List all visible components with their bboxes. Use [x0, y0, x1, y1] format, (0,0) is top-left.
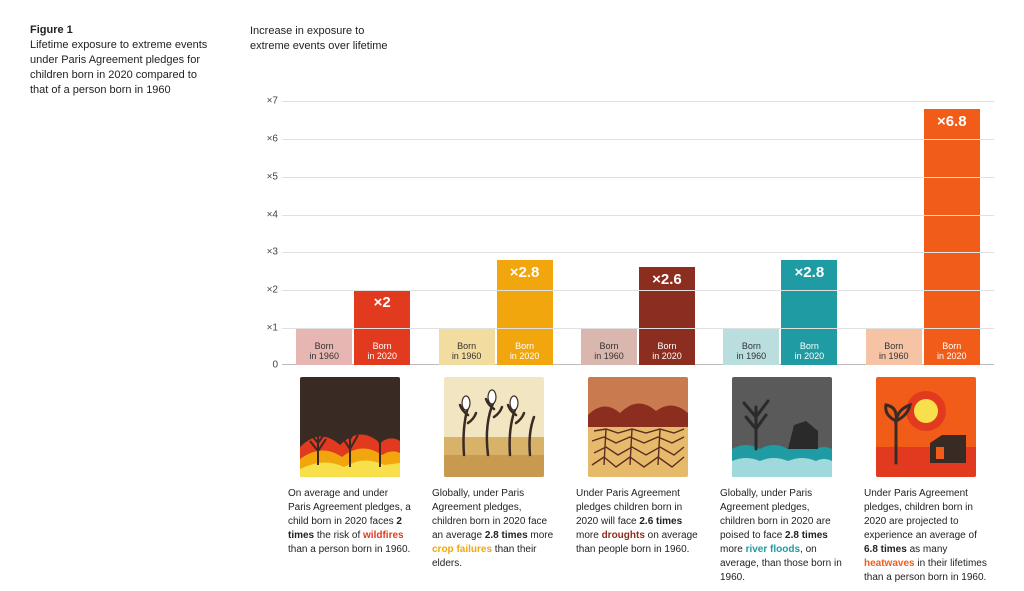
panel-description: Under Paris Agreement pledges, children … — [864, 487, 988, 585]
crop-failures-icon — [444, 377, 544, 477]
bar-label: Bornin 2020 — [497, 341, 553, 362]
y-tick: ×3 — [250, 247, 278, 258]
bar-1960-crop-failures: Bornin 1960 — [439, 328, 495, 366]
panel-description: Globally, under Paris Agreement pledges,… — [720, 487, 844, 585]
heatwaves-icon — [876, 377, 976, 477]
bar-value-label: ×2.8 — [781, 264, 837, 281]
bar-2020-river-floods: ×2.8 Bornin 2020 — [781, 260, 837, 366]
bar-label: Bornin 2020 — [781, 341, 837, 362]
y-tick: ×1 — [250, 322, 278, 333]
panel-heatwaves: Under Paris Agreement pledges, children … — [864, 377, 988, 585]
figure-label-block: Figure 1 Lifetime exposure to extreme ev… — [30, 24, 210, 97]
panel-wildfires: On average and under Paris Agreement ple… — [288, 377, 412, 585]
bar-label: Bornin 1960 — [581, 341, 637, 362]
figure-number: Figure 1 — [30, 24, 210, 36]
gridline — [282, 101, 994, 102]
bar-label: Bornin 1960 — [866, 341, 922, 362]
bar-chart: Bornin 1960×2Bornin 2020Bornin 1960×2.8B… — [250, 101, 994, 365]
y-tick: ×4 — [250, 209, 278, 220]
y-tick: ×6 — [250, 134, 278, 145]
bar-label: Bornin 2020 — [924, 341, 980, 362]
panel-river-floods: Globally, under Paris Agreement pledges,… — [720, 377, 844, 585]
bar-1960-droughts: Bornin 1960 — [581, 328, 637, 366]
panel-description: Globally, under Paris Agreement pledges,… — [432, 487, 556, 571]
bar-value-label: ×2.8 — [497, 264, 553, 281]
y-axis-title: Increase in exposure to extreme events o… — [250, 24, 390, 97]
y-tick: ×2 — [250, 284, 278, 295]
y-tick: ×5 — [250, 171, 278, 182]
bar-2020-crop-failures: ×2.8 Bornin 2020 — [497, 260, 553, 366]
wildfires-icon — [300, 377, 400, 477]
gridline — [282, 328, 994, 329]
river-floods-icon — [732, 377, 832, 477]
chart-container: Bornin 1960×2Bornin 2020Bornin 1960×2.8B… — [30, 101, 994, 365]
bar-label: Bornin 2020 — [639, 341, 695, 362]
bar-label: Bornin 2020 — [354, 341, 410, 362]
gridline — [282, 177, 994, 178]
panel-droughts: Under Paris Agreement pledges children b… — [576, 377, 700, 585]
y-tick: 0 — [250, 360, 278, 371]
bar-2020-droughts: ×2.6 Bornin 2020 — [639, 267, 695, 365]
bar-label: Bornin 1960 — [439, 341, 495, 362]
bar-value-label: ×2 — [354, 294, 410, 311]
bar-1960-wildfires: Bornin 1960 — [296, 328, 352, 366]
bar-group-droughts: Bornin 1960 ×2.6 Bornin 2020 — [576, 267, 700, 365]
panel-description: On average and under Paris Agreement ple… — [288, 487, 412, 557]
droughts-icon — [588, 377, 688, 477]
gridline — [282, 252, 994, 253]
category-panels: On average and under Paris Agreement ple… — [282, 377, 994, 585]
bar-value-label: ×2.6 — [639, 271, 695, 288]
bar-1960-heatwaves: Bornin 1960 — [866, 328, 922, 366]
gridline — [282, 139, 994, 140]
figure-caption: Lifetime exposure to extreme events unde… — [30, 38, 210, 97]
bar-group-crop-failures: Bornin 1960 ×2.8 Bornin 2020 — [434, 260, 558, 366]
panel-crop-failures: Globally, under Paris Agreement pledges,… — [432, 377, 556, 585]
gridline — [282, 290, 994, 291]
bar-1960-river-floods: Bornin 1960 — [723, 328, 779, 366]
gridline — [282, 215, 994, 216]
panel-description: Under Paris Agreement pledges children b… — [576, 487, 700, 557]
bar-label: Bornin 1960 — [296, 341, 352, 362]
header-row: Figure 1 Lifetime exposure to extreme ev… — [30, 24, 994, 97]
bar-label: Bornin 1960 — [723, 341, 779, 362]
bar-group-river-floods: Bornin 1960 ×2.8 Bornin 2020 — [718, 260, 842, 366]
y-tick: ×7 — [250, 96, 278, 107]
plot-area: Bornin 1960×2Bornin 2020Bornin 1960×2.8B… — [282, 101, 994, 365]
bar-value-label: ×6.8 — [924, 113, 980, 130]
